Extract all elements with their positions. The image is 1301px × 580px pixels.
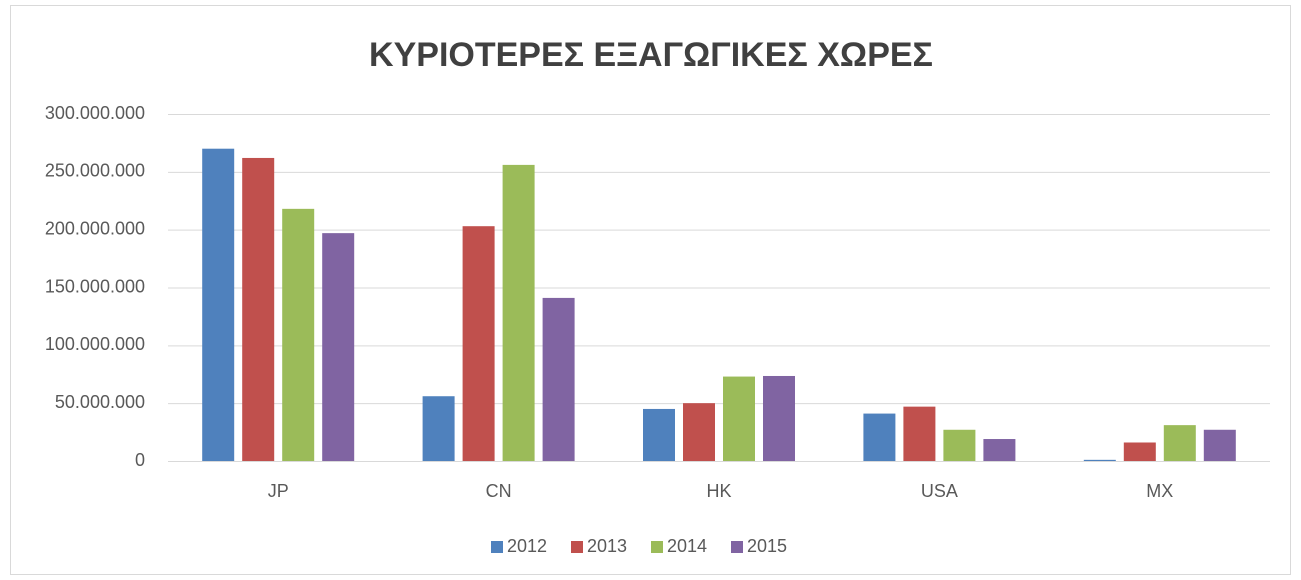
bar <box>282 208 315 461</box>
y-tick-label: 150.000.000 <box>45 276 145 296</box>
x-tick-label: USA <box>921 481 958 501</box>
legend-swatch <box>571 541 583 553</box>
y-tick-label: 200.000.000 <box>45 218 145 238</box>
y-tick-label: 300.000.000 <box>45 103 145 123</box>
legend-label: 2014 <box>667 536 707 556</box>
y-tick-label: 0 <box>135 450 145 470</box>
x-tick-label: JP <box>268 481 289 501</box>
y-tick-label: 50.000.000 <box>55 392 145 412</box>
x-tick-label: MX <box>1146 481 1173 501</box>
bar <box>322 233 355 461</box>
bar <box>943 429 976 461</box>
legend-swatch <box>651 541 663 553</box>
bar <box>1123 442 1156 461</box>
x-tick-label: CN <box>486 481 512 501</box>
bar <box>542 297 575 461</box>
legend-label: 2015 <box>747 536 787 556</box>
bar <box>1203 429 1236 461</box>
bar <box>502 164 535 462</box>
bar <box>983 439 1016 461</box>
legend-label: 2013 <box>587 536 627 556</box>
bar <box>462 226 495 461</box>
legend-label: 2012 <box>507 536 547 556</box>
bar <box>1083 459 1116 461</box>
bar <box>903 406 936 461</box>
bar <box>202 148 235 461</box>
legend-swatch <box>491 541 503 553</box>
bar <box>1163 425 1196 461</box>
bar <box>723 376 755 461</box>
y-tick-label: 250.000.000 <box>45 161 145 181</box>
chart-title: ΚΥΡΙΟΤΕΡΕΣ ΕΞΑΓΩΓΙΚΕΣ ΧΩΡΕΣ <box>369 36 933 74</box>
y-tick-label: 100.000.000 <box>45 334 145 354</box>
bar <box>863 413 896 461</box>
bar <box>763 375 795 461</box>
x-tick-label: HK <box>706 481 731 501</box>
legend-swatch <box>731 541 743 553</box>
bar <box>683 403 715 461</box>
bar <box>643 408 675 461</box>
bar <box>242 157 275 461</box>
bar <box>422 396 455 461</box>
